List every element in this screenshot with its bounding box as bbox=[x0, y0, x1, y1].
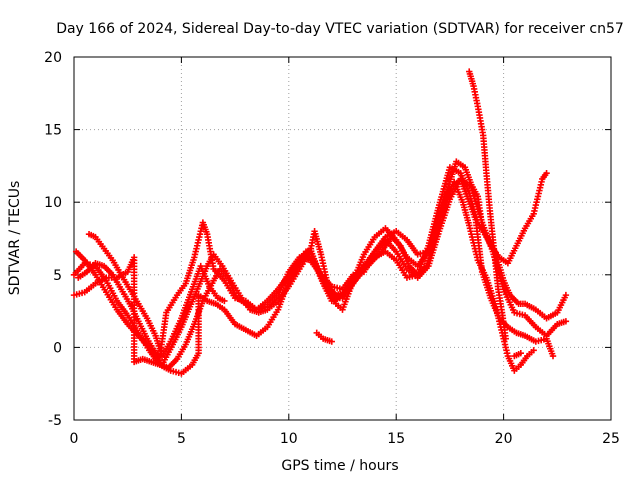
x-tick-label: 20 bbox=[495, 431, 513, 447]
x-tick-label: 5 bbox=[177, 431, 186, 447]
y-tick-label: -5 bbox=[48, 413, 62, 429]
data-series bbox=[70, 68, 570, 377]
data-point bbox=[328, 338, 335, 345]
axis-ticks bbox=[73, 56, 612, 421]
chart-title: Day 166 of 2024, Sidereal Day-to-day VTE… bbox=[56, 21, 624, 37]
y-tick-label: 0 bbox=[53, 340, 62, 356]
y-tick-label: 10 bbox=[44, 195, 62, 211]
y-axis-label: SDTVAR / TECUs bbox=[7, 181, 23, 296]
y-tick-labels: -5 0 5 10 15 20 bbox=[44, 50, 62, 429]
data-point bbox=[562, 318, 570, 325]
y-tick-label: 5 bbox=[53, 268, 62, 284]
data-point bbox=[517, 350, 524, 357]
plot-frame bbox=[73, 56, 612, 421]
y-tick-label: 20 bbox=[44, 50, 62, 66]
x-axis-label: GPS time / hours bbox=[281, 458, 398, 474]
series-trace-6 bbox=[313, 68, 509, 345]
data-point bbox=[530, 347, 537, 354]
data-point bbox=[562, 291, 570, 299]
x-tick-label: 25 bbox=[602, 431, 620, 447]
data-point bbox=[543, 169, 550, 177]
grid-lines bbox=[74, 57, 611, 420]
x-tick-label: 15 bbox=[387, 431, 405, 447]
data-point bbox=[549, 352, 557, 360]
y-tick-label: 15 bbox=[44, 123, 62, 139]
data-point bbox=[221, 297, 228, 305]
x-tick-label: 10 bbox=[280, 431, 298, 447]
series-trace-5 bbox=[85, 158, 550, 360]
x-tick-label: 0 bbox=[70, 431, 79, 447]
x-tick-labels: 0 5 10 15 20 25 bbox=[70, 431, 620, 447]
data-point bbox=[502, 335, 509, 342]
